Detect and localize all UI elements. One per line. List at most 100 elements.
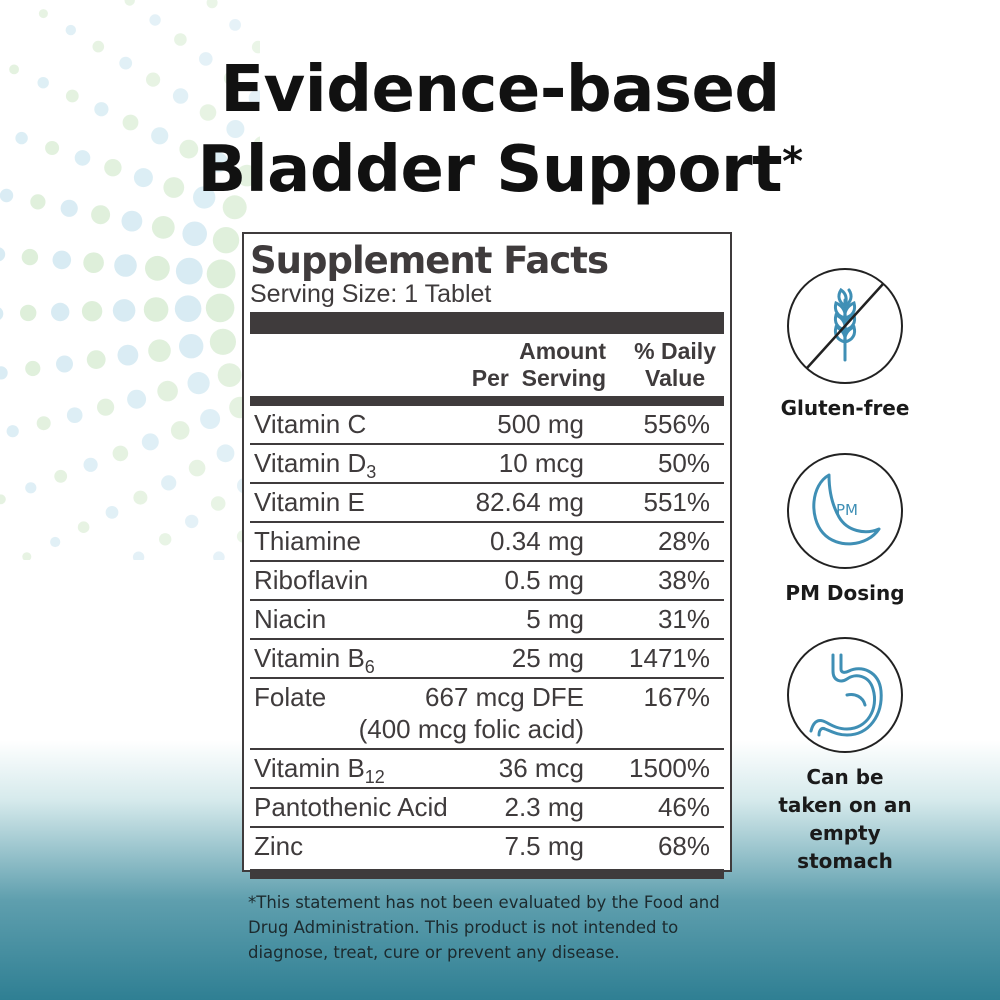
nutrient-row: Vitamin E 82.64 mg 551% (250, 484, 724, 523)
nutrient-name: Zinc (254, 828, 303, 865)
nutrient-name: Riboflavin (254, 562, 368, 599)
decor-dot (38, 9, 48, 19)
decor-dot (209, 328, 236, 355)
nutrient-amount: 7.5 mg (504, 831, 585, 861)
decor-dot (65, 89, 79, 103)
decor-dot (9, 64, 19, 75)
headline-line2-text: Bladder Support (197, 133, 783, 207)
nutrient-row: Vitamin B12 36 mcg 1500% (250, 750, 724, 789)
pm-icon-text: PM (836, 501, 858, 519)
decor-dot (22, 552, 32, 560)
dv-header-line1: % Daily (634, 338, 716, 364)
decor-dot (170, 421, 190, 440)
decor-dot (124, 0, 135, 6)
nutrient-name-text: Vitamin C (254, 409, 367, 439)
wheat-crossed-icon (787, 268, 903, 384)
nutrient-name: Pantothenic Acid (254, 789, 448, 826)
decor-dot (133, 168, 153, 188)
decor-dot (182, 221, 207, 247)
decor-dot (207, 152, 228, 173)
amount-per-serving-header: Amount Per Serving (472, 338, 606, 392)
nutrient-name-text: Vitamin B (254, 643, 365, 673)
nutrient-row: Pantothenic Acid 2.3 mg 46% (250, 789, 724, 828)
decor-dot (86, 350, 106, 369)
decor-dot (50, 536, 61, 548)
decor-dot (172, 88, 189, 104)
decor-dot (122, 114, 139, 131)
nutrient-name-text: Riboflavin (254, 565, 369, 595)
decor-dot (185, 514, 199, 529)
disclaimer-line3: diagnose, treat, cure or prevent any dis… (248, 943, 620, 962)
nutrient-name: Vitamin B12 (254, 750, 385, 796)
nutrient-amount: 667 mcg DFE (425, 682, 584, 712)
nutrient-name: Thiamine (254, 523, 361, 560)
empty-stomach-label-line3: empty stomach (797, 821, 893, 873)
decor-dot (141, 433, 159, 451)
nutrient-daily-value: 38% (657, 565, 710, 595)
decor-dot (132, 551, 145, 560)
decor-dot (163, 177, 185, 198)
decor-dot (222, 195, 247, 220)
decor-dot (213, 551, 225, 560)
decor-dot (30, 194, 46, 210)
decor-dot (0, 188, 14, 203)
decor-dot (104, 159, 122, 177)
decor-dot (157, 380, 178, 402)
supplement-facts-panel: Supplement Facts Serving Size: 1 Tablet … (242, 232, 732, 879)
fda-disclaimer: *This statement has not been evaluated b… (248, 890, 748, 965)
decor-dot (77, 521, 90, 533)
decor-dot (206, 259, 236, 289)
decor-dot (175, 257, 203, 285)
decor-dot (146, 72, 161, 87)
decor-dot (188, 459, 206, 477)
decor-dot (6, 425, 19, 438)
nutrient-name: Vitamin B6 (254, 640, 375, 686)
decor-dot (251, 40, 260, 54)
decor-dot (0, 494, 6, 505)
nutrient-daily-value: 28% (657, 526, 710, 556)
headline-line2: Bladder Support* (0, 130, 1000, 210)
decor-dot (0, 307, 4, 320)
nutrient-daily-value: 551% (643, 487, 711, 517)
decor-dot (253, 136, 260, 155)
daily-value-header: % Daily Value (634, 338, 716, 392)
facts-thick-rule (250, 312, 724, 334)
supplement-facts-title: Supplement Facts (250, 239, 609, 282)
decor-dot (112, 299, 136, 322)
nutrient-amount-detail: (400 mcg folic acid) (358, 714, 584, 744)
decor-dot (92, 40, 105, 53)
decor-dot (20, 304, 37, 322)
decor-dot (127, 389, 147, 409)
stomach-icon (787, 637, 903, 753)
decor-dot (25, 482, 37, 494)
nutrient-amount: 5 mg (526, 604, 584, 634)
decor-dot (159, 533, 172, 546)
decor-dot (112, 445, 129, 462)
nutrient-row: Vitamin C 500 mg 556% (250, 406, 724, 445)
decor-dot (105, 506, 119, 519)
nutrient-row: Zinc 7.5 mg 68% (250, 828, 724, 865)
decor-dot (212, 227, 240, 254)
decor-dot (56, 355, 73, 373)
moon-pm-icon: PM (787, 453, 903, 569)
decor-dot (65, 24, 77, 36)
empty-stomach-label-line2: taken on an (778, 793, 912, 817)
nutrient-row: Thiamine 0.34 mg 28% (250, 523, 724, 562)
decor-dot (179, 334, 204, 359)
decor-dot (36, 416, 51, 431)
decor-dot (66, 407, 83, 424)
nutrient-name: Vitamin D3 (254, 445, 376, 491)
decor-dot (133, 490, 148, 505)
dot-pattern-decoration (0, 0, 260, 560)
decor-dot (236, 164, 258, 187)
nutrient-name-text: Niacin (254, 604, 327, 634)
empty-stomach-label-line1: Can be (806, 765, 884, 789)
nutrient-row: Vitamin D3 10 mcg 50% (250, 445, 724, 484)
decor-dot (117, 344, 139, 366)
nutrient-daily-value: 556% (643, 409, 711, 439)
decor-dot (74, 150, 91, 166)
nutrient-name: Vitamin E (254, 484, 365, 521)
disclaimer-line2: Drug Administration. This product is not… (248, 918, 679, 937)
nutrient-daily-value: 46% (657, 792, 710, 822)
nutrient-row: Riboflavin 0.5 mg 38% (250, 562, 724, 601)
